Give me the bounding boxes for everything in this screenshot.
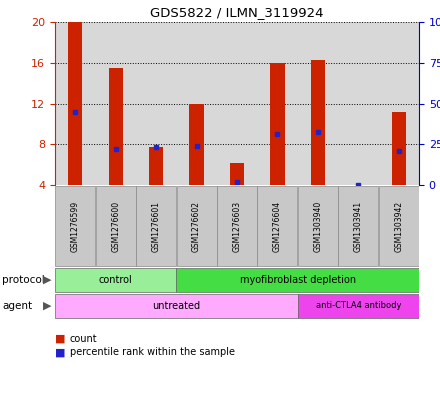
Bar xyxy=(55,294,298,318)
Bar xyxy=(270,63,285,185)
Text: GSM1276599: GSM1276599 xyxy=(71,200,80,252)
Text: count: count xyxy=(70,334,97,343)
Bar xyxy=(176,186,216,266)
Text: ■: ■ xyxy=(55,334,66,343)
Text: anti-CTLA4 antibody: anti-CTLA4 antibody xyxy=(315,301,401,310)
Bar xyxy=(55,186,95,266)
Bar xyxy=(136,186,176,266)
Bar xyxy=(230,163,244,185)
Bar xyxy=(379,186,419,266)
Bar xyxy=(311,60,325,185)
Text: GSM1276600: GSM1276600 xyxy=(111,200,120,252)
Bar xyxy=(338,186,378,266)
Bar xyxy=(298,186,338,266)
Text: control: control xyxy=(99,275,132,285)
Bar xyxy=(257,186,297,266)
Text: GSM1276602: GSM1276602 xyxy=(192,200,201,252)
Text: protocol: protocol xyxy=(2,275,45,285)
Text: GSM1303941: GSM1303941 xyxy=(354,200,363,252)
Text: untreated: untreated xyxy=(152,301,200,311)
Bar xyxy=(109,68,123,185)
Bar xyxy=(392,112,406,185)
Text: ▶: ▶ xyxy=(43,275,52,285)
Bar xyxy=(68,22,82,185)
Text: GSM1276604: GSM1276604 xyxy=(273,200,282,252)
Text: GSM1303940: GSM1303940 xyxy=(313,200,323,252)
Text: GSM1276601: GSM1276601 xyxy=(152,200,161,252)
Bar xyxy=(55,268,176,292)
Text: percentile rank within the sample: percentile rank within the sample xyxy=(70,347,235,357)
Bar xyxy=(149,147,163,185)
Text: ▶: ▶ xyxy=(43,301,52,311)
Title: GDS5822 / ILMN_3119924: GDS5822 / ILMN_3119924 xyxy=(150,6,324,19)
Text: myofibroblast depletion: myofibroblast depletion xyxy=(240,275,356,285)
Bar xyxy=(95,186,136,266)
Text: ■: ■ xyxy=(55,347,66,357)
Bar xyxy=(176,268,419,292)
Text: agent: agent xyxy=(2,301,32,311)
Text: GSM1303942: GSM1303942 xyxy=(394,200,403,252)
Bar xyxy=(217,186,257,266)
Bar xyxy=(298,294,419,318)
Bar xyxy=(190,103,204,185)
Text: GSM1276603: GSM1276603 xyxy=(232,200,242,252)
